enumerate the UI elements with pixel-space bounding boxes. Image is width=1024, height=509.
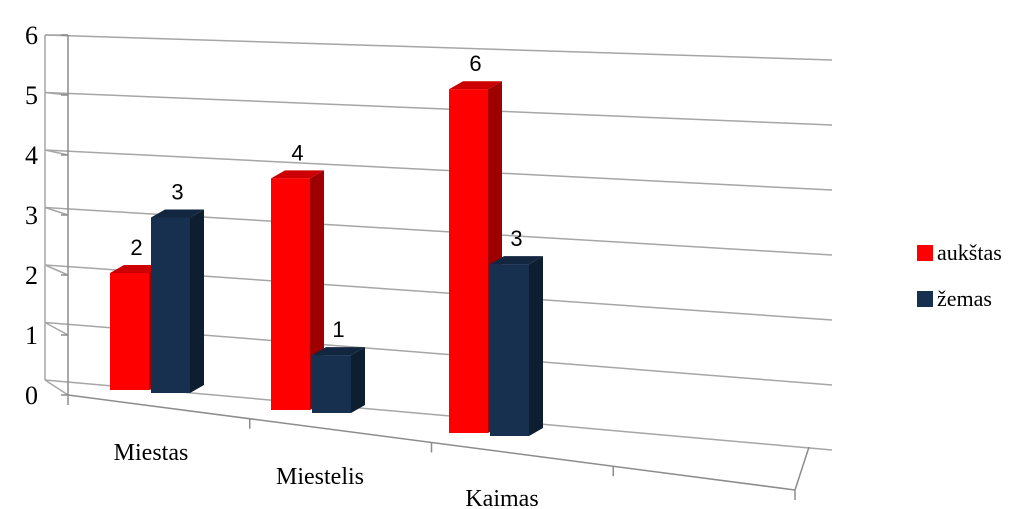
bar-top-aukštas	[271, 170, 324, 179]
gridline	[44, 91, 833, 126]
legend-swatch-žemas	[917, 291, 933, 307]
y-tick-label: 5	[25, 81, 38, 110]
bar-side-žemas	[351, 347, 365, 413]
side-gridline	[44, 149, 69, 156]
bar-aukštas-Miestas	[110, 273, 149, 390]
bar-žemas-Kaimas	[490, 264, 529, 436]
legend-label: aukštas	[937, 240, 1002, 265]
bar-žemas-Miestas	[151, 217, 190, 393]
bar-aukštas-Miestelis	[271, 178, 310, 410]
bar-top-žemas	[312, 347, 365, 356]
y-tick-label: 6	[25, 21, 38, 50]
side-gridline	[44, 206, 69, 216]
category-label: Miestelis	[276, 464, 364, 490]
bar-side-žemas	[190, 209, 204, 393]
bar-aukštas-Kaimas	[449, 89, 488, 433]
bar-side-žemas	[529, 256, 543, 436]
bars	[110, 81, 543, 436]
gridline	[44, 149, 833, 191]
legend: aukštas žemas	[917, 240, 1002, 311]
y-tick-label: 0	[25, 381, 38, 410]
data-label: 6	[469, 51, 481, 76]
y-tick-label: 1	[25, 321, 38, 350]
gridline	[44, 34, 833, 61]
bar-žemas-Miestelis	[312, 355, 351, 413]
floor-right-edge	[794, 446, 810, 491]
bar-top-žemas	[151, 209, 204, 218]
y-tick-label: 3	[25, 201, 38, 230]
bar-top-aukštas	[110, 265, 163, 273]
axes	[61, 34, 810, 500]
side-gridline	[44, 321, 69, 336]
legend-swatch-aukštas	[917, 245, 933, 261]
data-label: 3	[171, 180, 183, 205]
category-label: Miestas	[114, 440, 189, 466]
bar-top-aukštas	[449, 81, 502, 90]
side-gridline	[44, 379, 69, 396]
data-label: 1	[332, 317, 344, 342]
data-label: 3	[510, 226, 522, 251]
data-label: 4	[291, 140, 303, 165]
bar-top-žemas	[490, 256, 543, 265]
category-label: Kaimas	[465, 486, 538, 509]
y-tick-label: 4	[25, 141, 38, 170]
labels: 0 1 2 3 4 5 6 Miestas Miestelis Kaimas 2 3 4 1 6 3	[25, 21, 539, 509]
y-tick-label: 2	[25, 261, 38, 290]
bar-side-aukštas	[310, 170, 324, 410]
legend-label: žemas	[937, 286, 992, 311]
side-gridline	[44, 264, 69, 276]
data-label: 2	[130, 235, 142, 260]
